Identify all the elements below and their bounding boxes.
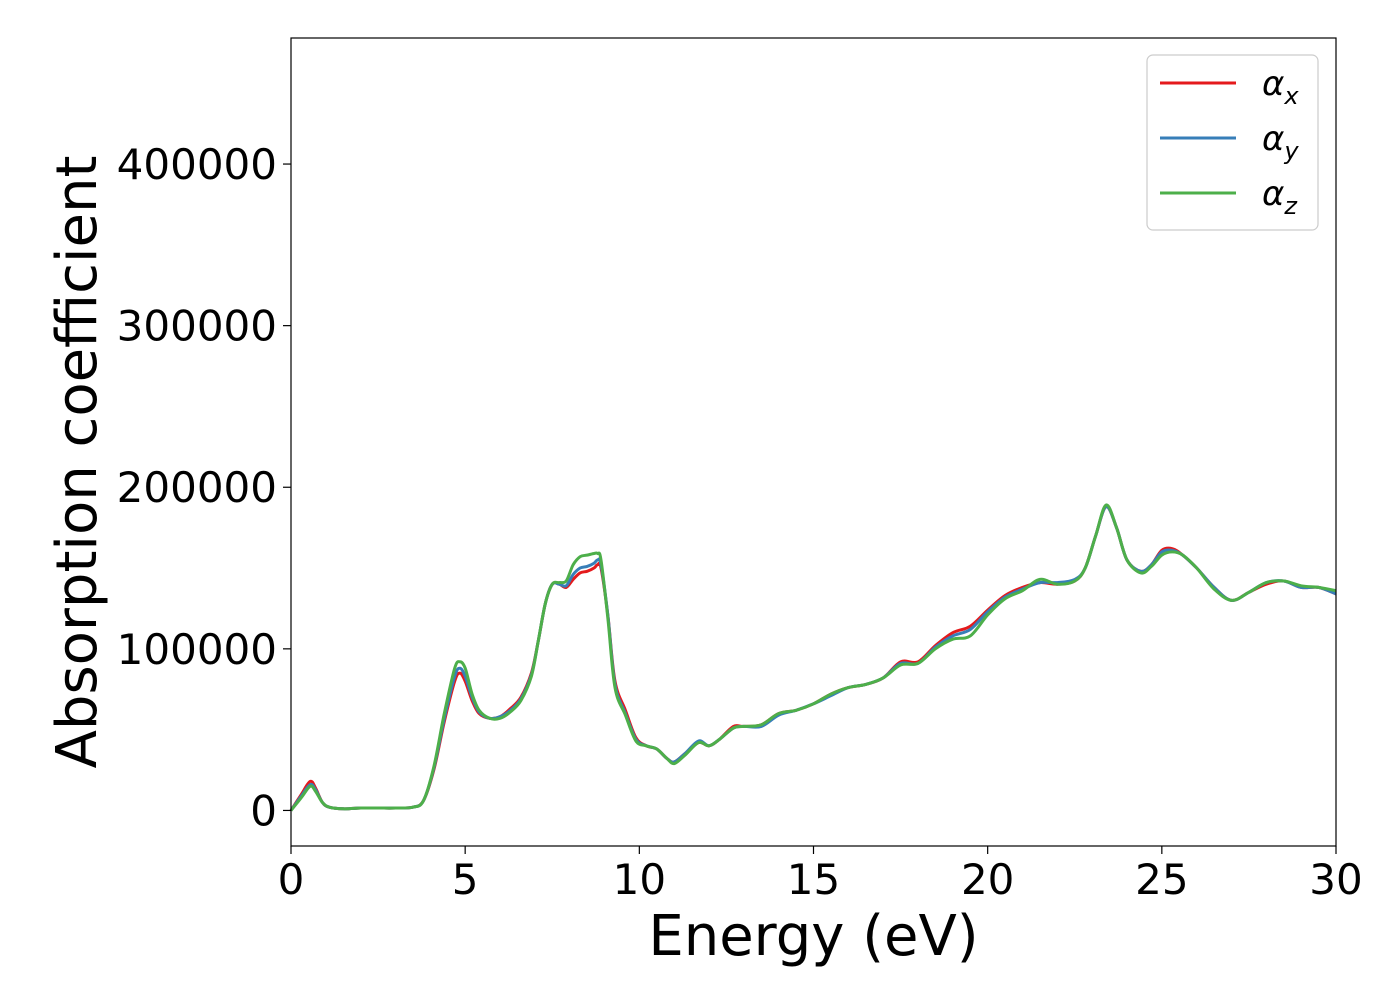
x-tick-label: 25 — [1135, 855, 1188, 904]
x-tick-label: 0 — [278, 855, 305, 904]
x-tick-label: 5 — [452, 855, 479, 904]
series-layer — [289, 503, 1337, 812]
series-line-z — [289, 503, 1337, 812]
legend-label-y: αy — [1262, 119, 1299, 165]
x-tick-label: 20 — [961, 855, 1014, 904]
y-tick-label: 400000 — [117, 140, 277, 189]
x-tick-label: 15 — [787, 855, 840, 904]
legend-box — [1146, 54, 1319, 231]
y-tick-label: 200000 — [117, 463, 277, 512]
legend-label-x: αx — [1262, 64, 1299, 110]
x-tick-label: 10 — [613, 855, 666, 904]
y-axis: 0 100000 200000 300000 400000 — [117, 140, 291, 835]
x-axis: 0 5 10 15 20 25 30 — [278, 846, 1363, 904]
x-tick-label: 30 — [1309, 855, 1362, 904]
x-axis-title: Energy (eV) — [648, 904, 978, 969]
y-axis-title: Absorption coefficient — [45, 156, 110, 769]
legend: αx αy αz — [1146, 54, 1319, 231]
y-tick-label: 100000 — [117, 625, 277, 674]
y-tick-label: 0 — [250, 786, 277, 835]
y-tick-label: 300000 — [117, 302, 277, 351]
legend-label-z: αz — [1262, 174, 1298, 220]
